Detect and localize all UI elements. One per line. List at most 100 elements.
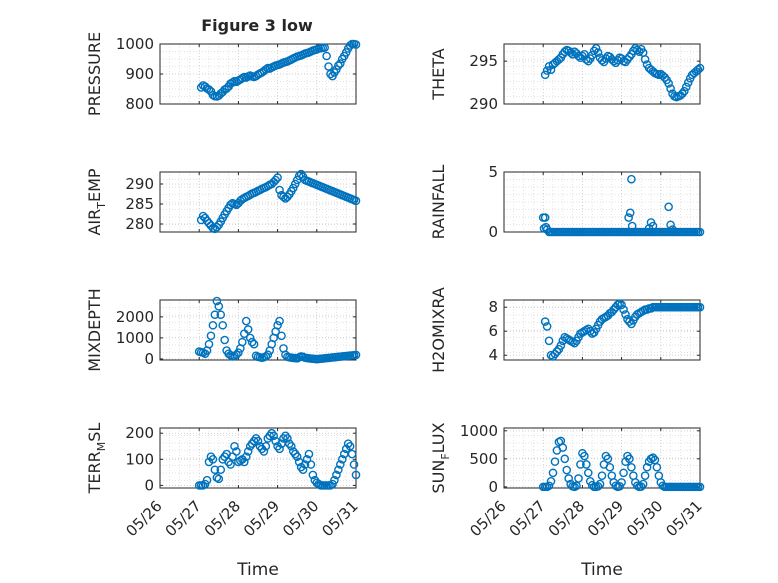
data-point xyxy=(664,79,673,88)
data-point xyxy=(621,310,630,319)
data-point xyxy=(597,55,607,65)
y-axis-label-part: M xyxy=(95,442,108,452)
tick-marks xyxy=(159,43,357,105)
axes-6: 4 6 8 H2OMIXRA xyxy=(429,287,705,373)
data-point xyxy=(625,208,635,218)
data-point xyxy=(320,43,329,52)
y-tick-label: 4 xyxy=(488,346,498,364)
y-axis-label: AIRTEMP xyxy=(85,168,108,235)
data-point xyxy=(287,441,296,451)
y-tick-label: 100 xyxy=(125,450,154,468)
data-point xyxy=(603,454,613,464)
data-point xyxy=(300,460,310,469)
y-tick-label: 0 xyxy=(144,350,154,368)
series-markers xyxy=(194,296,361,364)
data-point xyxy=(556,341,566,350)
data-point xyxy=(351,40,361,49)
data-point xyxy=(261,441,271,451)
data-point xyxy=(275,185,284,195)
y-tick-label: 1000 xyxy=(460,422,498,440)
data-point xyxy=(253,436,263,446)
y-axis-label: THETA xyxy=(429,48,448,100)
data-point xyxy=(550,457,560,466)
data-point xyxy=(212,473,222,482)
x-axis-label: Time xyxy=(580,560,623,580)
y-tick-label: 0 xyxy=(488,478,498,496)
minor-grid xyxy=(504,300,700,360)
data-point xyxy=(605,462,615,472)
data-point xyxy=(271,175,280,185)
y-axis-label-part: F xyxy=(439,453,452,459)
y-axis-label: SUNFLUX xyxy=(429,422,452,493)
minor-grid xyxy=(504,172,700,232)
data-point xyxy=(226,350,235,360)
minor-grid xyxy=(160,428,356,488)
data-point xyxy=(640,55,650,64)
y-tick-label: 295 xyxy=(469,52,498,70)
tick-marks xyxy=(159,428,357,488)
data-point xyxy=(627,174,636,184)
data-point xyxy=(595,479,605,489)
data-point xyxy=(206,331,216,341)
y-axis-label-part: SL xyxy=(85,423,104,442)
data-point xyxy=(681,82,691,92)
data-point xyxy=(326,69,335,79)
axes-1: 800 900 1000 PRESSURE xyxy=(85,32,361,116)
data-point xyxy=(275,316,284,326)
data-point xyxy=(212,222,222,232)
data-point xyxy=(636,482,646,491)
data-point xyxy=(283,434,292,443)
data-point xyxy=(576,460,585,469)
data-point xyxy=(336,460,345,469)
data-point xyxy=(552,347,562,356)
data-point xyxy=(638,479,648,489)
data-point xyxy=(216,310,226,320)
y-tick-label: 500 xyxy=(469,450,498,468)
series-markers xyxy=(538,436,705,492)
data-point xyxy=(619,468,628,478)
data-point xyxy=(306,460,316,469)
data-point xyxy=(241,316,251,326)
y-tick-label: 285 xyxy=(125,195,154,213)
data-point xyxy=(627,462,636,472)
data-point xyxy=(324,62,333,71)
y-axis-label: MIXDEPTH xyxy=(85,288,104,371)
series-markers xyxy=(540,299,705,361)
y-axis-label: PRESSURE xyxy=(85,32,104,116)
data-point xyxy=(241,452,251,461)
data-point xyxy=(560,454,570,464)
y-axis-label-part: SUN xyxy=(429,460,448,494)
data-point xyxy=(570,338,579,348)
data-point xyxy=(208,320,218,330)
data-point xyxy=(540,213,550,222)
data-point xyxy=(625,454,634,464)
data-point xyxy=(574,474,583,483)
minor-grid xyxy=(160,300,356,360)
series-markers xyxy=(538,174,705,237)
data-point xyxy=(204,339,214,349)
data-point xyxy=(269,431,278,441)
data-point xyxy=(619,305,628,314)
data-point xyxy=(562,465,572,475)
data-point xyxy=(273,173,282,182)
data-point xyxy=(580,451,589,461)
series-markers xyxy=(194,428,361,490)
data-point xyxy=(540,317,550,326)
y-tick-label: 280 xyxy=(125,215,154,233)
data-point xyxy=(249,339,259,349)
axes-box xyxy=(159,171,357,233)
y-tick-label: 800 xyxy=(125,95,154,113)
data-point xyxy=(314,479,324,489)
data-point xyxy=(243,447,253,456)
y-axis-label-part: TERR xyxy=(85,451,104,494)
y-tick-label: 290 xyxy=(125,175,154,193)
data-point xyxy=(693,65,703,75)
data-point xyxy=(304,449,314,459)
y-tick-label: 6 xyxy=(488,322,498,340)
data-point xyxy=(591,43,601,53)
data-point xyxy=(540,70,550,80)
data-point xyxy=(617,478,626,487)
data-point xyxy=(544,481,554,491)
